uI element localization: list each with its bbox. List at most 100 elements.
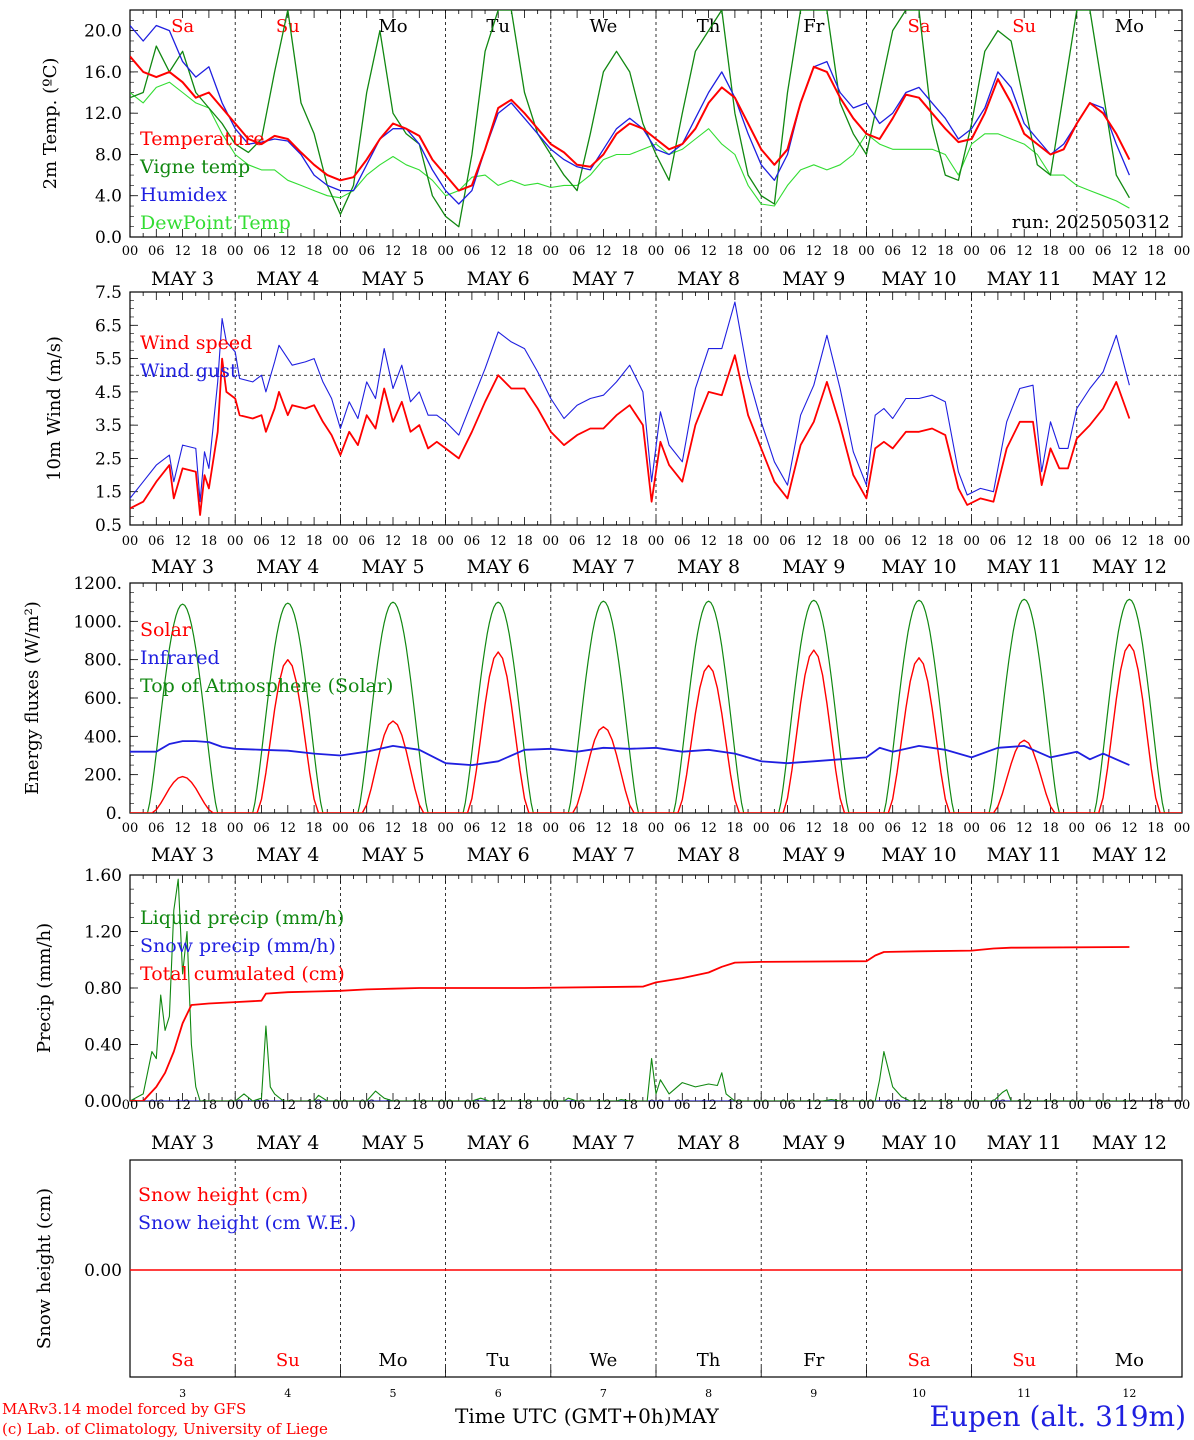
hour-tick-label: 00	[648, 244, 665, 259]
hour-tick-label: 06	[358, 534, 375, 549]
y-tick-label: 4.5	[95, 383, 122, 403]
hour-tick-label: 18	[621, 534, 638, 549]
legend-entry: Total cumulated (cm)	[140, 963, 345, 985]
series-line	[130, 55, 1131, 192]
hour-tick-label: 12	[595, 821, 612, 836]
hour-tick-label: 18	[621, 1098, 638, 1113]
hour-tick-label: 00	[858, 821, 875, 836]
date-label: MAY 3	[151, 556, 214, 578]
hour-tick-label: 18	[201, 1098, 218, 1113]
hour-tick-label: 12	[385, 244, 402, 259]
hour-tick-label: 00	[753, 821, 770, 836]
series-line	[130, 740, 1130, 766]
day-of-week-label: Fr	[803, 1350, 824, 1371]
day-of-week-label: Th	[697, 1350, 721, 1371]
legend-entry: Humidex	[140, 184, 227, 206]
hour-tick-label: 06	[148, 821, 165, 836]
legend-entry: Wind speed	[140, 332, 252, 354]
hour-tick-label: 12	[174, 821, 191, 836]
hour-tick-label: 06	[884, 1098, 901, 1113]
series-line	[130, 24, 1130, 205]
date-label: MAY 7	[572, 268, 635, 290]
hour-tick-label: 12	[1121, 1098, 1138, 1113]
hour-tick-label: 06	[674, 244, 691, 259]
hour-tick-label: 12	[911, 1098, 928, 1113]
panel-4: 00 06 12 18 00 06 12 18 00 06 12 18 00 06 12 18 00 06 12 18…	[34, 866, 1190, 1154]
hour-tick-label: 00	[648, 821, 665, 836]
hour-tick-label: 18	[516, 821, 533, 836]
panel-2: 00 06 12 18 00 06 12 18 00 06 12 18 00 06 12 18 00 06 12 18…	[44, 283, 1190, 578]
hour-tick-label: 00	[332, 244, 349, 259]
hour-tick-label: 06	[884, 534, 901, 549]
hour-tick-label: 06	[990, 244, 1007, 259]
y-tick-label: 20.0	[84, 22, 122, 42]
hour-tick-label: 00	[648, 1098, 665, 1113]
hour-tick-label: 06	[464, 534, 481, 549]
hour-tick-label: 12	[700, 821, 717, 836]
day-of-week-label: Tu	[486, 16, 510, 37]
hour-tick-label: 12	[911, 244, 928, 259]
y-tick-label: 8.0	[95, 145, 122, 165]
run-annotation: run: 2025050312	[1012, 212, 1170, 233]
hour-tick-label: 00	[227, 821, 244, 836]
series-line	[130, 81, 1130, 209]
hour-tick-label: 18	[727, 1098, 744, 1113]
hour-tick-label: 00	[543, 1098, 560, 1113]
hour-tick-label: 12	[385, 534, 402, 549]
hour-tick-label: 18	[937, 1098, 954, 1113]
y-tick-label: 5.5	[95, 350, 122, 370]
hour-tick-label: 00	[437, 821, 454, 836]
hour-tick-label: 00	[963, 821, 980, 836]
time-axis-text: Time UTC (GMT+0h)	[455, 1404, 672, 1428]
hour-tick-label: 12	[490, 1098, 507, 1113]
y-tick-label: 6.5	[95, 316, 122, 336]
date-label: MAY 11	[987, 844, 1062, 866]
series-line	[130, 946, 1130, 1101]
hour-tick-label: 18	[201, 244, 218, 259]
day-of-week-label: Su	[276, 16, 300, 37]
day-number-label: 4	[284, 1387, 291, 1400]
y-tick-label: 800.	[84, 651, 122, 671]
day-of-week-label: We	[590, 1350, 618, 1371]
hour-tick-label: 12	[1016, 1098, 1033, 1113]
hour-tick-label: 00	[1174, 534, 1191, 549]
day-number-label: 6	[495, 1387, 502, 1400]
y-tick-label: 0.00	[84, 1092, 122, 1112]
y-axis-label: 10m Wind (m/s)	[44, 336, 65, 481]
legend-entry: Wind gust	[140, 360, 238, 382]
y-tick-label: 400.	[84, 727, 122, 747]
hour-tick-label: 00	[122, 244, 139, 259]
date-label: MAY 8	[677, 1132, 740, 1154]
hour-tick-label: 00	[858, 534, 875, 549]
hour-tick-label: 06	[779, 821, 796, 836]
hour-tick-label: 12	[595, 244, 612, 259]
hour-tick-label: 06	[569, 534, 586, 549]
hour-tick-label: 12	[806, 821, 823, 836]
series-line	[130, 10, 1130, 228]
hour-tick-label: 00	[753, 534, 770, 549]
hour-tick-label: 18	[411, 244, 428, 259]
hour-tick-label: 12	[700, 1098, 717, 1113]
y-tick-label: 0.00	[84, 1261, 122, 1281]
hour-tick-label: 18	[727, 534, 744, 549]
date-label: MAY 6	[467, 1132, 530, 1154]
hour-tick-label: 00	[543, 534, 560, 549]
day-of-week-label: Mo	[378, 16, 407, 37]
hour-tick-label: 00	[122, 534, 139, 549]
hour-tick-label: 18	[306, 1098, 323, 1113]
hour-tick-label: 18	[1042, 821, 1059, 836]
day-number-label: 12	[1122, 1387, 1136, 1400]
hour-tick-label: 18	[621, 244, 638, 259]
hour-tick-label: 00	[858, 1098, 875, 1113]
hour-tick-label: 12	[385, 821, 402, 836]
hour-tick-label: 18	[1147, 821, 1164, 836]
y-axis-label: Energy fluxes (W/m²)	[22, 601, 43, 795]
hour-tick-label: 00	[1069, 1098, 1086, 1113]
y-tick-label: 1200.	[73, 574, 122, 594]
hour-tick-label: 18	[832, 821, 849, 836]
date-label: MAY 5	[361, 268, 424, 290]
hour-tick-label: 00	[858, 244, 875, 259]
day-of-week-label: Su	[1012, 1350, 1036, 1371]
hour-tick-label: 00	[963, 244, 980, 259]
legend-entry: Infrared	[140, 647, 220, 669]
